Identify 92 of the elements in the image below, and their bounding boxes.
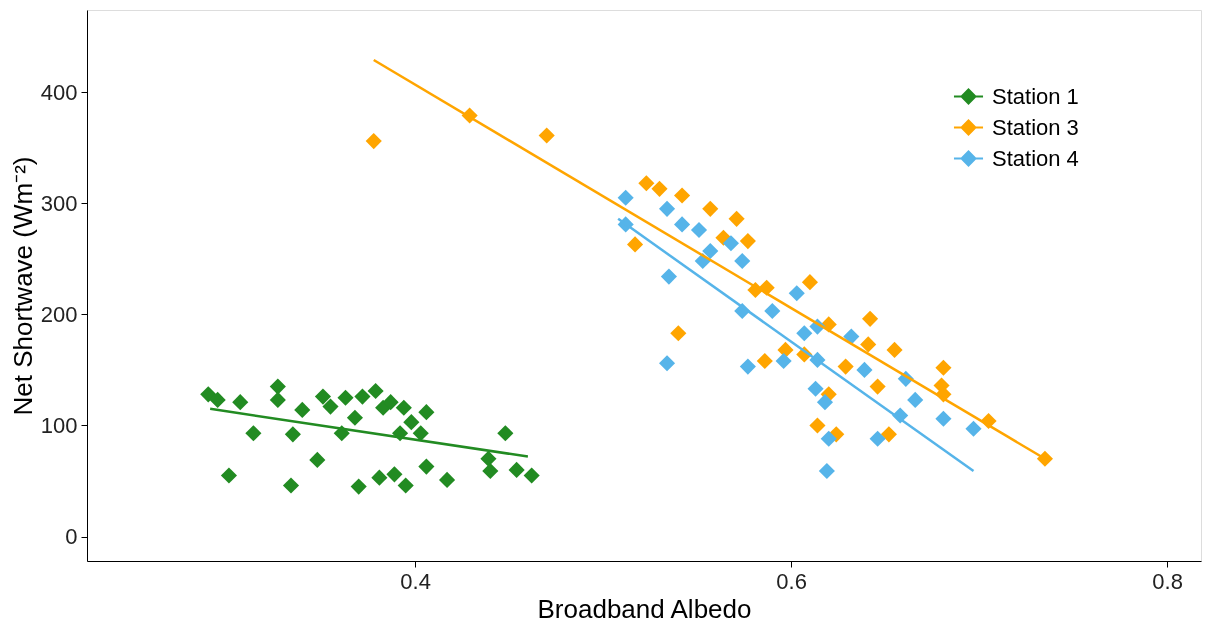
point xyxy=(837,358,854,375)
point xyxy=(354,388,371,405)
point xyxy=(538,127,555,144)
y-tick-label: 200 xyxy=(40,301,78,327)
point xyxy=(314,388,332,405)
x-tick-label: 0.4 xyxy=(400,568,431,594)
point xyxy=(269,378,286,395)
point xyxy=(482,462,499,480)
point xyxy=(816,394,834,411)
point xyxy=(702,243,719,260)
point xyxy=(322,398,339,415)
point xyxy=(739,358,756,375)
point xyxy=(935,359,952,376)
point xyxy=(907,391,924,408)
x-tick-label: 0.6 xyxy=(776,568,807,594)
point xyxy=(497,425,514,442)
point xyxy=(269,391,286,408)
legend-label: Station 3 xyxy=(992,114,1079,140)
x-tick-label: 0.8 xyxy=(1152,568,1183,594)
point xyxy=(346,409,363,426)
point xyxy=(480,450,497,467)
x-axis-title: Broadband Albedo xyxy=(537,593,752,624)
point xyxy=(734,253,751,270)
point xyxy=(220,467,238,484)
point xyxy=(807,380,824,397)
point xyxy=(722,235,740,252)
point xyxy=(869,430,886,447)
point xyxy=(658,355,676,372)
point xyxy=(209,391,226,408)
point xyxy=(200,386,217,403)
y-axis-title: Net Shortwave (Wm⁻²) xyxy=(7,156,38,416)
y-tick-label: 400 xyxy=(40,79,78,105)
point xyxy=(674,187,691,204)
point xyxy=(702,200,719,217)
point xyxy=(523,467,540,484)
point xyxy=(756,352,773,370)
point xyxy=(856,361,873,378)
point xyxy=(658,200,676,217)
point xyxy=(418,458,435,475)
point xyxy=(818,462,835,480)
legend-label: Station 1 xyxy=(992,83,1079,109)
point xyxy=(965,420,982,437)
point xyxy=(801,274,818,291)
point xyxy=(935,410,952,427)
point xyxy=(418,404,435,421)
point xyxy=(820,430,837,447)
point xyxy=(508,461,525,478)
y-tick-label: 300 xyxy=(40,190,78,216)
point xyxy=(386,466,403,483)
y-tick-label: 100 xyxy=(40,412,78,438)
point xyxy=(371,469,388,486)
point xyxy=(438,471,456,488)
legend-label: Station 4 xyxy=(992,145,1079,171)
point xyxy=(764,302,781,320)
point xyxy=(337,389,354,406)
point xyxy=(382,394,399,411)
point xyxy=(869,378,886,395)
point xyxy=(284,426,301,443)
point xyxy=(294,401,311,418)
point xyxy=(397,477,414,494)
point xyxy=(728,210,745,227)
point xyxy=(395,399,412,416)
point xyxy=(880,426,897,443)
point xyxy=(674,216,691,233)
point xyxy=(367,382,384,400)
point xyxy=(309,451,326,468)
point xyxy=(739,233,756,250)
point xyxy=(660,268,677,285)
point xyxy=(365,133,382,150)
point xyxy=(860,336,877,353)
point xyxy=(690,221,708,239)
point xyxy=(333,425,350,442)
point xyxy=(638,175,655,192)
point xyxy=(862,310,879,327)
point xyxy=(777,341,794,358)
point xyxy=(245,425,262,442)
point xyxy=(670,325,687,342)
point xyxy=(412,425,429,442)
point xyxy=(627,236,644,253)
point xyxy=(788,285,805,302)
point xyxy=(843,328,860,345)
y-tick-label: 0 xyxy=(65,524,78,550)
point xyxy=(775,352,792,370)
point xyxy=(796,325,813,342)
point xyxy=(232,394,249,411)
point xyxy=(886,341,903,358)
point xyxy=(617,189,634,206)
point xyxy=(350,478,367,495)
point xyxy=(809,417,826,434)
point xyxy=(282,477,300,494)
point xyxy=(651,180,668,197)
point xyxy=(403,414,420,431)
